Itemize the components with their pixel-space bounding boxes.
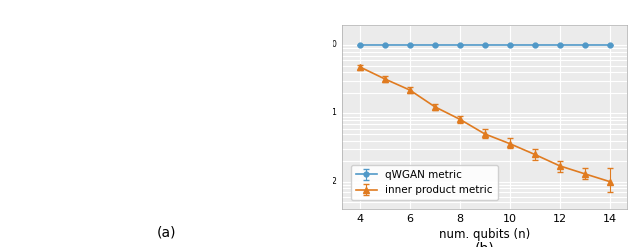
Y-axis label: ℓ¹ norm of gradient vector: ℓ¹ norm of gradient vector: [293, 40, 307, 194]
Legend: qWGAN metric, inner product metric: qWGAN metric, inner product metric: [351, 165, 498, 200]
Text: (b): (b): [475, 242, 495, 247]
X-axis label: num. qubits (n): num. qubits (n): [439, 228, 531, 241]
Text: (a): (a): [157, 226, 176, 240]
